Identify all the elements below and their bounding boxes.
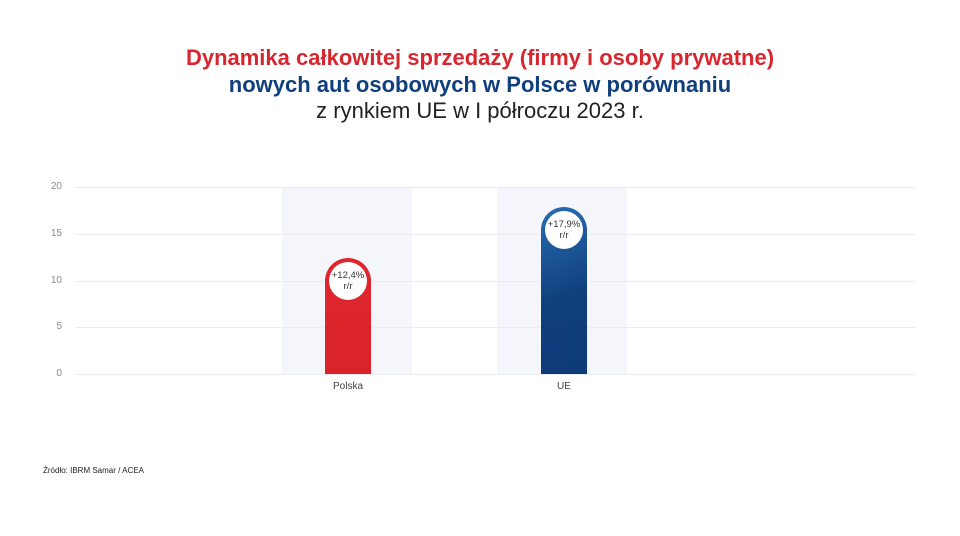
gridline — [75, 374, 915, 375]
value-bubble: +17,9% r/r — [545, 210, 583, 249]
value-bubble: +12,4% r/r — [329, 262, 367, 301]
chart-title-line-3: z rynkiem UE w I półroczu 2023 r. — [316, 98, 644, 123]
y-axis-tick-label: 15 — [50, 227, 62, 239]
gridline — [75, 280, 915, 282]
x-axis-category-label: Polska — [332, 381, 363, 392]
gridline — [75, 233, 915, 235]
chart-title-line-2: nowych aut osobowych w Polsce w porównan… — [228, 72, 732, 97]
y-axis-tick-label: 20 — [50, 181, 62, 192]
value-sublabel: r/r — [343, 281, 353, 293]
gridline — [75, 187, 915, 188]
x-axis-category-label: UE — [557, 381, 571, 392]
y-axis-tick-label: 5 — [56, 321, 62, 333]
value-sublabel: r/r — [559, 229, 569, 241]
chart-title-line-1: Dynamika całkowitej sprzedaży (firmy i o… — [185, 45, 775, 70]
y-axis-tick-label: 0 — [56, 368, 62, 379]
gridline — [75, 327, 915, 329]
source-note: Źródło: IBRM Samar / ACEA — [43, 466, 144, 475]
y-axis-tick-label: 10 — [50, 274, 62, 286]
value-label: +17,9% — [547, 218, 581, 230]
value-label: +12,4% — [331, 270, 365, 282]
